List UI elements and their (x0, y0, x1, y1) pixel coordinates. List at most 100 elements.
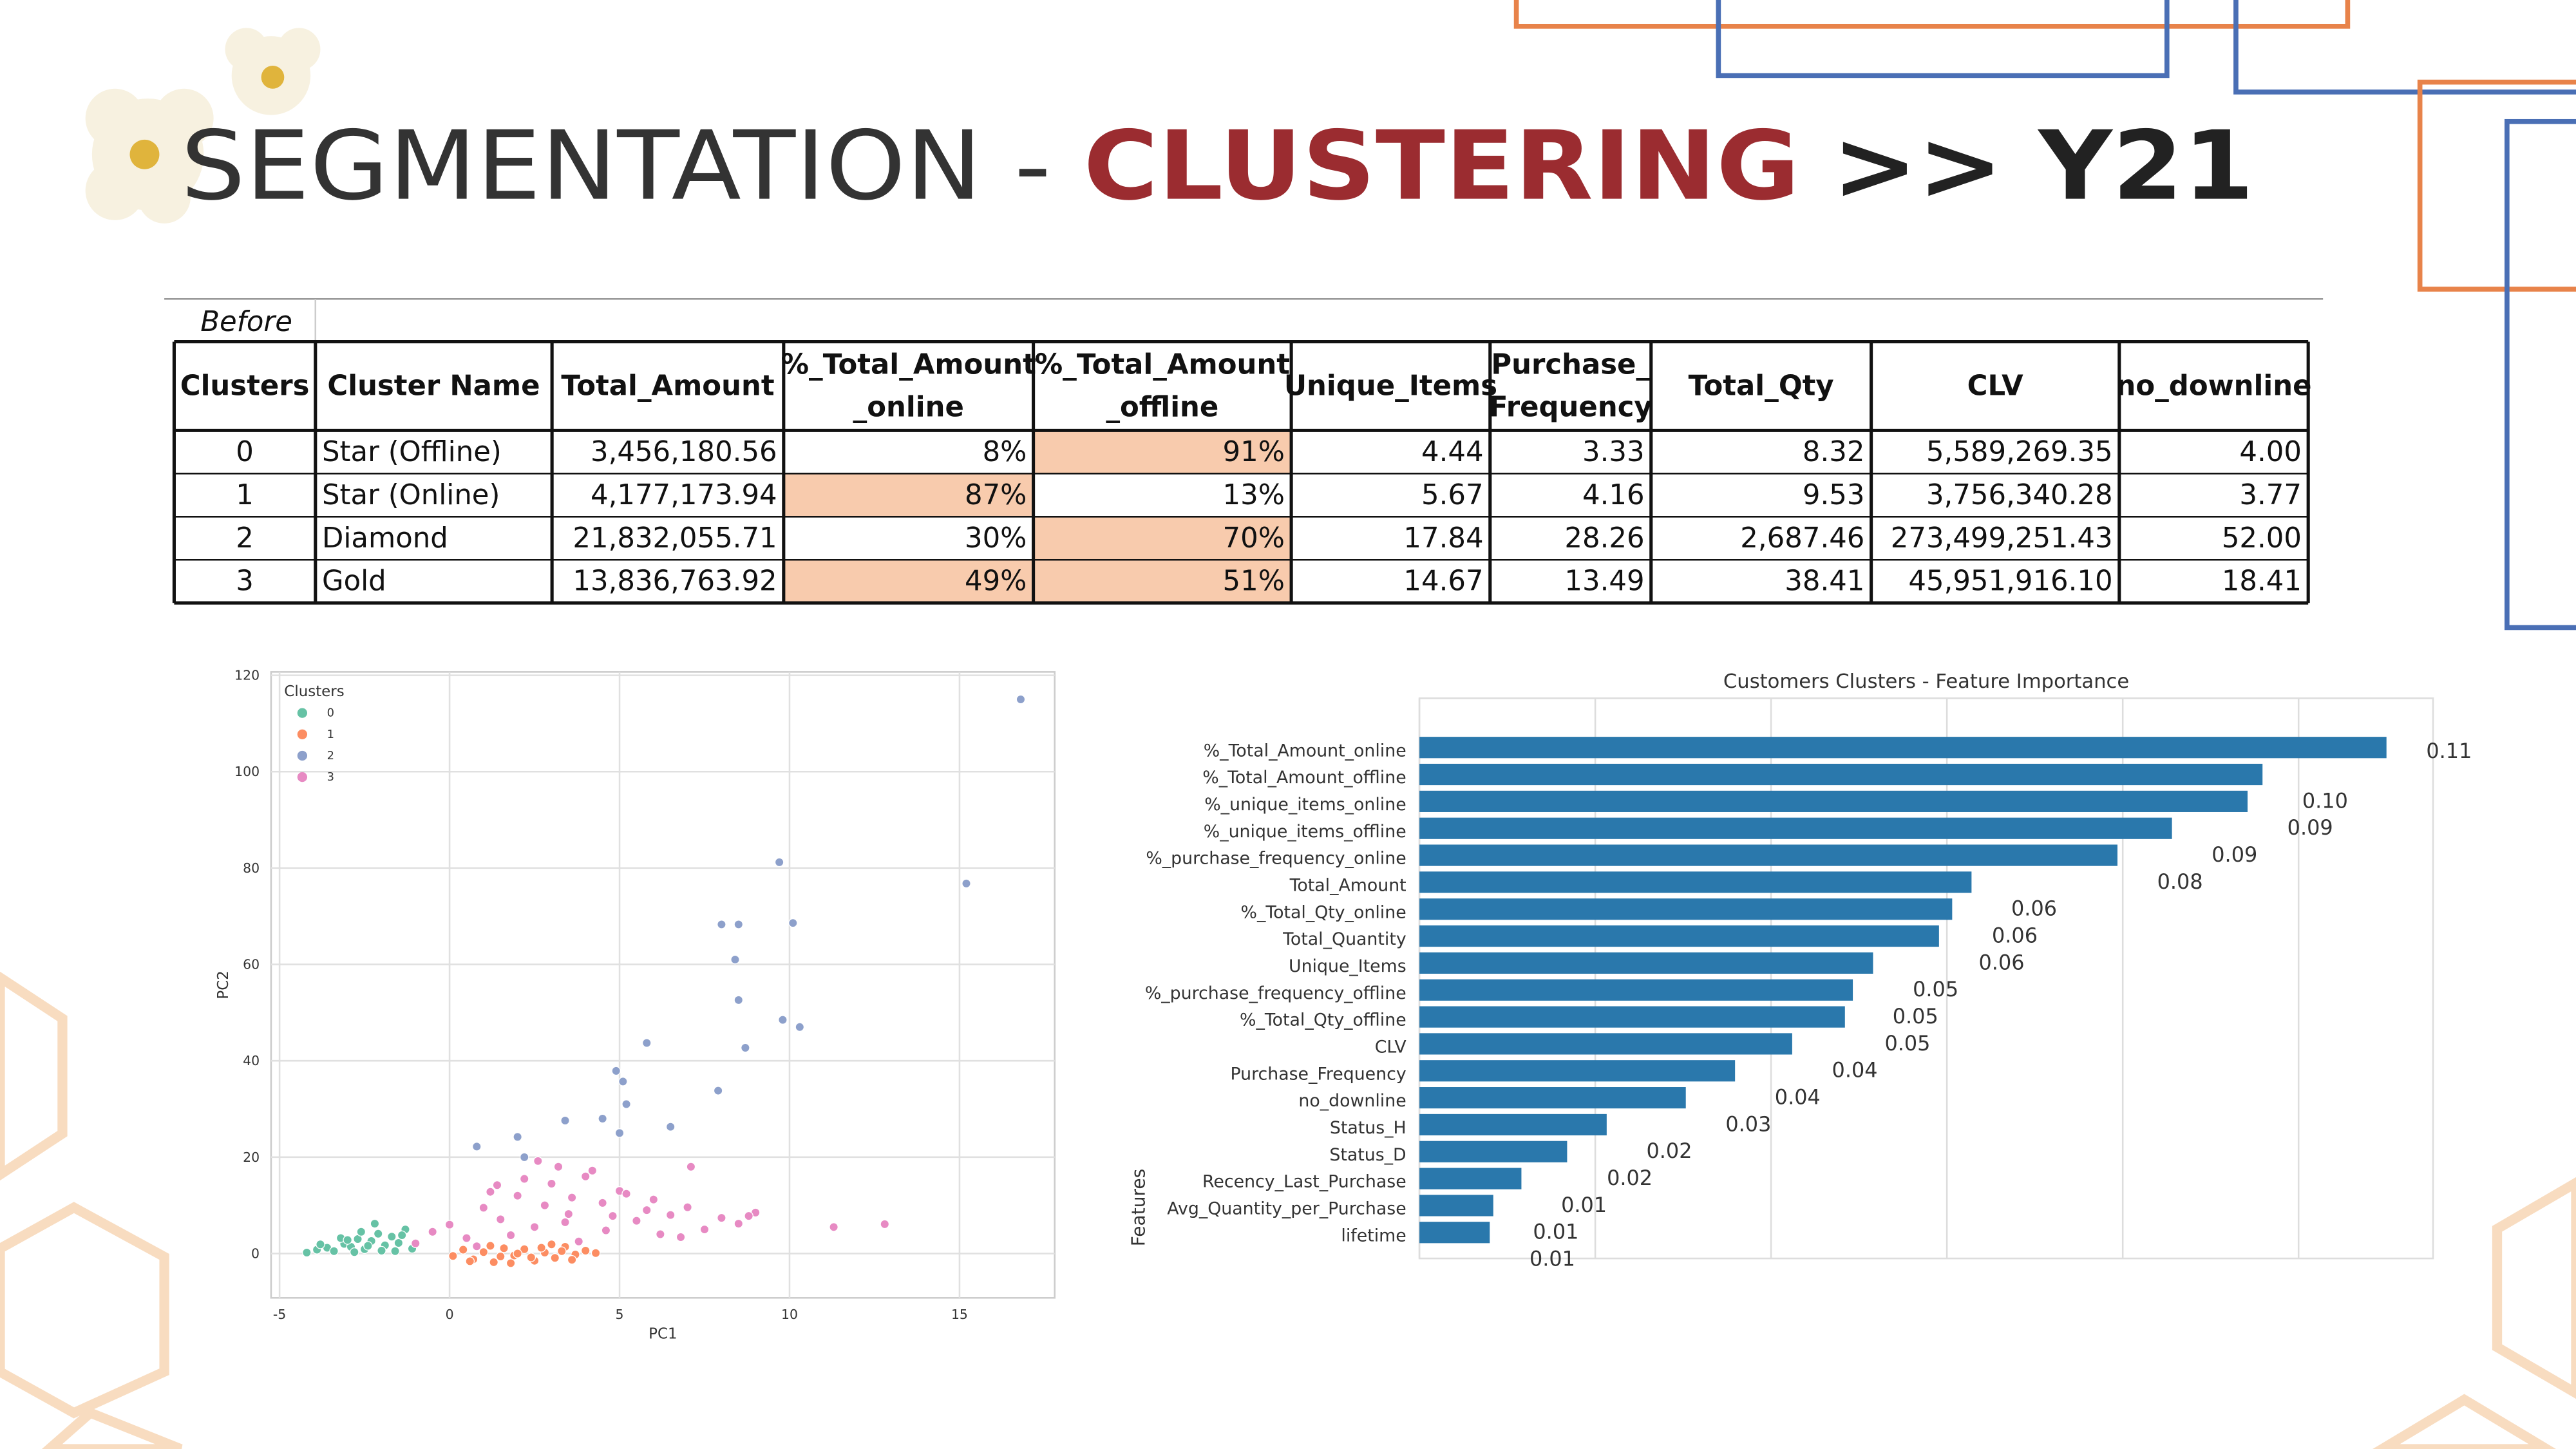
scatter-point (788, 918, 798, 928)
bar (1419, 1222, 1490, 1244)
y-tick-label: 0 (251, 1245, 260, 1261)
table-cell: 13.49 (1564, 565, 1644, 598)
table-cell: 51% (1223, 565, 1285, 598)
table-cell: 8% (983, 436, 1027, 468)
value-label: 0.10 (2302, 788, 2348, 813)
y-tick-label: 20 (243, 1150, 260, 1165)
column-header: _offline (1106, 392, 1218, 424)
table-cell: 70% (1223, 522, 1285, 554)
column-header: Purchase_ (1491, 348, 1650, 381)
y-axis-label: PC2 (215, 971, 232, 999)
scatter-point (444, 1220, 455, 1229)
table-cell: Diamond (322, 522, 448, 554)
table-cell: 0 (236, 436, 254, 468)
scatter-point (547, 1179, 556, 1189)
x-axis-label: PC1 (649, 1325, 677, 1342)
x-tick-label: 10 (781, 1307, 798, 1322)
scatter-point (730, 954, 740, 965)
scatter-point (550, 1253, 560, 1263)
scatter-point (676, 1232, 686, 1242)
scatter-point (961, 878, 971, 889)
scatter-point (611, 1066, 621, 1076)
scatter-point (363, 1241, 373, 1251)
category-label: %_purchase_frequency_offline (1145, 983, 1406, 1003)
scatter-point (472, 1142, 482, 1151)
scatter-point (734, 920, 744, 929)
scatter-point (632, 1216, 641, 1226)
scatter-point (343, 1235, 352, 1245)
legend-title: Clusters (284, 683, 344, 700)
value-label: 0.03 (1725, 1112, 1771, 1136)
bar (1419, 1060, 1736, 1082)
column-header: Total_Qty (1689, 370, 1834, 402)
bar (1419, 737, 2387, 759)
scatter-point (519, 1244, 529, 1255)
scatter-point (699, 1224, 710, 1235)
table-cell: 30% (965, 522, 1027, 554)
scatter-point (499, 1243, 509, 1253)
scatter-point (587, 1166, 598, 1176)
category-label: CLV (1375, 1037, 1407, 1057)
charts: -5 0 5 10 15 0 20 40 60 80 100 120 PC1 PC2 Clusters 0 1 2… (215, 668, 2472, 1343)
title-part: >> Y21 (1832, 111, 2254, 222)
column-header: Frequency (1489, 392, 1653, 424)
scatter-point (387, 1232, 397, 1242)
table-cell: 3,456,180.56 (591, 436, 777, 468)
scatter-point (621, 1099, 631, 1109)
legend-label: 1 (327, 728, 334, 741)
scatter-point (533, 1156, 543, 1166)
highlight-cell (783, 473, 1034, 517)
bar (1419, 898, 1953, 920)
legend-swatch (297, 772, 308, 782)
scatter-point (580, 1245, 591, 1256)
table-cell: 38.41 (1785, 565, 1864, 598)
category-label: %_Total_Amount_online (1204, 741, 1406, 761)
bar (1419, 1141, 1567, 1162)
slide-title: SEGMENTATION - CLUSTERING >> Y21 (181, 111, 2254, 222)
column-header: Cluster Name (327, 370, 540, 402)
table-cell: 2 (236, 522, 254, 554)
scatter-point (574, 1236, 583, 1247)
scatter-point (536, 1243, 546, 1253)
category-label: Total_Amount (1289, 876, 1406, 896)
table-cell: 18.41 (2222, 565, 2302, 598)
scatter-point (1016, 694, 1026, 705)
table-cell: Gold (322, 565, 386, 598)
category-label: %_unique_items_offline (1204, 822, 1406, 842)
scatter-point (377, 1245, 386, 1256)
column-header: Unique_Items (1284, 370, 1497, 402)
scatter-point (567, 1255, 577, 1265)
bar (1419, 1087, 1686, 1109)
scatter-point (486, 1241, 495, 1251)
scatter-point (316, 1239, 325, 1249)
bar (1419, 844, 2117, 866)
bar (1419, 817, 2172, 839)
scatter-point (390, 1246, 400, 1256)
category-label: Recency_Last_Purchase (1202, 1172, 1406, 1192)
scatter-point (465, 1256, 475, 1266)
bar (1419, 1113, 1607, 1136)
column-header: %_Total_Amount (1035, 348, 1290, 381)
scatter-point (519, 1152, 529, 1162)
scatter-point (608, 1211, 618, 1221)
scatter-point (713, 1086, 723, 1095)
table-cell: 1 (236, 479, 254, 511)
decoration-flowers (85, 28, 321, 223)
table-cell: 87% (965, 479, 1027, 511)
value-label: 0.04 (1775, 1085, 1821, 1110)
category-label: Unique_Items (1289, 956, 1406, 976)
scatter-point (598, 1113, 607, 1124)
scatter-point (564, 1209, 574, 1219)
scatter-point (665, 1210, 676, 1220)
scatter-point (621, 1189, 631, 1198)
legend-swatch (297, 750, 308, 761)
decoration-hexagons (0, 971, 2576, 1449)
scatter-point (495, 1251, 506, 1262)
scatter-point (614, 1128, 625, 1138)
value-label: 0.06 (1979, 950, 2025, 974)
highlight-cell (1033, 516, 1292, 560)
scatter-point (686, 1162, 696, 1172)
x-tick-label: -5 (273, 1307, 286, 1322)
